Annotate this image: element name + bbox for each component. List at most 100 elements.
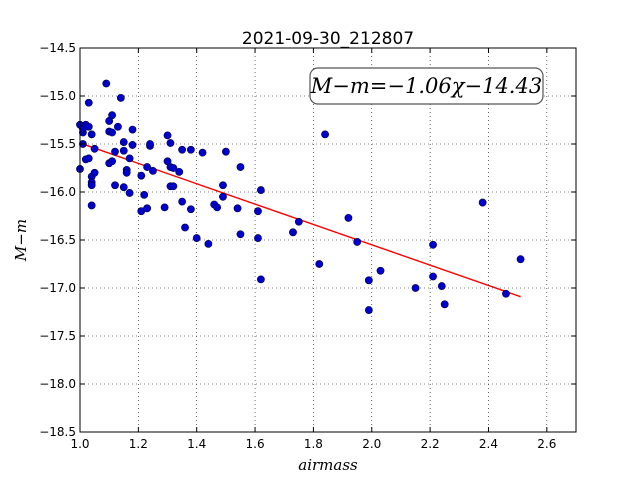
data-point bbox=[213, 203, 222, 212]
data-point bbox=[84, 122, 93, 131]
data-point bbox=[289, 228, 297, 237]
data-points bbox=[76, 79, 525, 314]
data-point bbox=[87, 181, 96, 190]
y-tick-label: −17.5 bbox=[39, 329, 76, 343]
x-tick-label: 1.6 bbox=[246, 437, 265, 451]
data-point bbox=[256, 186, 265, 194]
data-point bbox=[254, 207, 262, 216]
data-point bbox=[516, 255, 525, 264]
x-tick-label: 1.8 bbox=[304, 437, 323, 451]
data-point bbox=[440, 300, 449, 309]
data-point bbox=[236, 230, 245, 239]
y-tick-label: −17.0 bbox=[39, 281, 76, 295]
chart-title: 2021-09-30_212807 bbox=[242, 29, 414, 49]
data-point bbox=[186, 145, 195, 154]
data-point bbox=[219, 181, 227, 190]
data-point bbox=[315, 260, 324, 268]
data-point bbox=[178, 145, 187, 154]
data-point bbox=[169, 182, 178, 191]
data-point bbox=[119, 183, 128, 192]
x-tick-label: 2.0 bbox=[362, 437, 381, 451]
data-point bbox=[294, 217, 303, 226]
data-point bbox=[160, 203, 169, 212]
data-point bbox=[125, 189, 134, 197]
data-point bbox=[364, 306, 373, 314]
data-point bbox=[90, 168, 99, 177]
data-point bbox=[163, 131, 172, 140]
data-point bbox=[236, 163, 245, 171]
data-point bbox=[125, 154, 134, 163]
y-tick-label: −16.0 bbox=[39, 185, 76, 199]
data-point bbox=[364, 276, 373, 285]
data-point bbox=[87, 130, 96, 139]
x-tick-label: 1.0 bbox=[70, 437, 89, 451]
x-tick-label: 2.2 bbox=[421, 437, 440, 451]
y-tick-labels: −14.5 −15.0 −15.5 −16.0 −16.5 −17.0 −17.5 −18.0… bbox=[39, 41, 76, 439]
data-point bbox=[411, 284, 420, 292]
data-point bbox=[429, 240, 437, 249]
data-point bbox=[192, 234, 201, 242]
data-point bbox=[108, 157, 116, 166]
data-point bbox=[143, 204, 152, 213]
data-point bbox=[119, 138, 128, 146]
data-point bbox=[256, 275, 265, 284]
x-tick-label: 1.2 bbox=[129, 437, 148, 451]
y-tick-label: −15.0 bbox=[39, 89, 76, 103]
data-point bbox=[119, 146, 128, 155]
x-tick-label: 1.4 bbox=[187, 437, 206, 451]
axis-ticks bbox=[79, 47, 576, 433]
data-point bbox=[321, 130, 329, 139]
data-point bbox=[178, 197, 187, 206]
data-point bbox=[108, 111, 116, 120]
y-tick-label: −14.5 bbox=[39, 41, 76, 55]
data-point bbox=[140, 190, 149, 199]
data-point bbox=[478, 198, 487, 207]
data-point bbox=[116, 94, 125, 102]
data-point bbox=[149, 166, 157, 175]
x-tick-label: 2.4 bbox=[479, 437, 498, 451]
y-tick-label: −15.5 bbox=[39, 137, 76, 151]
data-point bbox=[186, 205, 195, 214]
data-point bbox=[502, 289, 510, 298]
x-tick-labels: 1.0 1.2 1.4 1.6 1.8 2.0 2.2 2.4 2.6 bbox=[70, 437, 556, 451]
data-point bbox=[102, 79, 111, 88]
y-tick-label: −18.0 bbox=[39, 377, 76, 391]
x-tick-label: 2.6 bbox=[537, 437, 556, 451]
data-point bbox=[437, 282, 446, 290]
data-point bbox=[429, 272, 437, 281]
x-axis-label: airmass bbox=[298, 456, 358, 474]
data-point bbox=[84, 154, 93, 163]
data-point bbox=[111, 147, 119, 156]
data-point bbox=[87, 201, 96, 210]
data-point bbox=[254, 234, 262, 242]
y-tick-label: −16.5 bbox=[39, 233, 76, 247]
y-axis-label: M−m bbox=[12, 219, 30, 262]
data-point bbox=[166, 139, 175, 147]
data-point bbox=[169, 164, 178, 172]
data-point bbox=[344, 214, 353, 222]
data-point bbox=[84, 98, 93, 107]
data-point bbox=[90, 144, 99, 153]
data-point bbox=[137, 171, 146, 180]
annotation-text: M−m=−1.06χ−14.43 bbox=[310, 74, 542, 98]
data-point bbox=[128, 125, 137, 134]
data-point bbox=[233, 204, 242, 213]
data-point bbox=[175, 167, 184, 176]
annotation-box bbox=[309, 67, 544, 105]
data-point bbox=[122, 168, 131, 177]
data-point bbox=[146, 140, 154, 148]
data-point bbox=[204, 239, 213, 248]
data-point bbox=[181, 223, 189, 232]
data-point bbox=[219, 192, 227, 201]
data-point bbox=[221, 147, 230, 156]
data-point bbox=[198, 148, 207, 157]
fit-equation-annotation: M−m=−1.06χ−14.43 bbox=[309, 67, 544, 105]
data-point bbox=[111, 181, 119, 190]
y-tick-label: −18.5 bbox=[39, 425, 76, 439]
data-point bbox=[108, 128, 116, 137]
data-point bbox=[128, 141, 137, 149]
data-point bbox=[114, 122, 122, 131]
data-point bbox=[376, 266, 385, 275]
data-point bbox=[353, 238, 362, 246]
